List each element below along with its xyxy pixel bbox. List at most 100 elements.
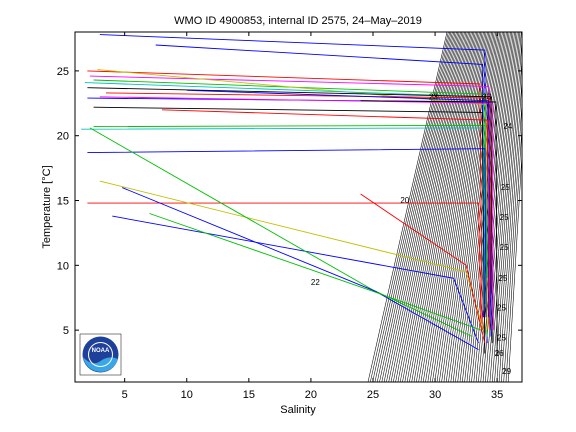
density-contour-line — [367, 32, 448, 382]
density-contour-labels: 20 22 23 23 24 25 25 25 25 25 25 26 29 — [311, 92, 513, 376]
density-contour-line — [452, 32, 498, 382]
density-contour-line — [420, 32, 479, 382]
contour-label: 25 — [500, 213, 509, 222]
x-tick-label: 30 — [429, 389, 441, 401]
density-contour-line — [494, 32, 522, 382]
series-line — [122, 187, 479, 350]
contour-label: 23 — [429, 92, 438, 101]
density-contour-line — [372, 32, 450, 382]
density-contour-line — [482, 32, 515, 382]
density-contour-line — [381, 32, 456, 382]
series-line — [89, 75, 491, 324]
density-contour-line — [443, 32, 492, 382]
x-tick-label: 35 — [491, 389, 503, 401]
series-line — [87, 148, 487, 318]
y-tick-label: 15 — [57, 196, 69, 208]
series-line — [149, 213, 482, 331]
density-contour-line — [485, 32, 517, 382]
density-contour-line — [370, 32, 449, 382]
density-contour-line — [386, 32, 459, 382]
series-line — [87, 70, 483, 331]
series-line — [87, 97, 489, 318]
density-contour-line — [390, 32, 461, 382]
noaa-logo-text: NOAA — [92, 348, 110, 354]
x-tick-label: 10 — [181, 389, 193, 401]
density-contour-line — [425, 32, 482, 382]
plot-frame — [74, 31, 523, 383]
density-contour-line — [508, 149, 522, 382]
density-contour-line — [413, 32, 475, 382]
x-tick-label: 25 — [367, 389, 379, 401]
density-contour-line — [427, 32, 483, 382]
series-line — [360, 193, 486, 344]
y-axis-label: Temperature [°C] — [41, 165, 53, 248]
y-tick-label: 25 — [57, 66, 69, 78]
series-line — [93, 124, 488, 279]
density-contour-line — [393, 32, 463, 382]
density-contour-line — [439, 32, 490, 382]
density-contour-line — [501, 76, 522, 382]
x-tick-label: 20 — [305, 389, 317, 401]
contour-label: 23 — [482, 92, 491, 101]
series-line — [87, 87, 493, 344]
density-contour-line — [498, 55, 522, 382]
series-line — [186, 89, 492, 337]
series-line — [112, 215, 479, 344]
contour-label: 29 — [502, 367, 511, 376]
y-tick-label: 10 — [57, 260, 69, 272]
y-tick-label: 20 — [57, 131, 69, 143]
density-contour-line — [462, 32, 503, 382]
density-contour-line — [418, 32, 477, 382]
density-contour-line — [496, 36, 522, 382]
contour-label: 22 — [311, 278, 320, 287]
density-contour-line — [429, 32, 484, 382]
density-contour-line — [406, 32, 471, 382]
density-contour-line — [395, 32, 464, 382]
density-contour-line — [402, 32, 468, 382]
density-contour-line — [434, 32, 487, 382]
density-contour-line — [397, 32, 465, 382]
y-axis: 5 10 15 20 25 — [57, 66, 522, 337]
x-tick-label: 15 — [243, 389, 255, 401]
density-contour-line — [374, 32, 452, 382]
density-contour-line — [409, 32, 472, 382]
density-contour-line — [376, 32, 453, 382]
x-tick-label: 5 — [122, 389, 128, 401]
noaa-logo: NOAA — [79, 333, 122, 376]
density-contour-line — [404, 32, 469, 382]
density-contour-line — [411, 32, 473, 382]
contour-label: 25 — [497, 304, 506, 313]
density-contour-line — [383, 32, 457, 382]
chart-title: WMO ID 4900853, internal ID 2575, 24–May… — [174, 15, 422, 27]
series-line — [99, 96, 494, 331]
series-line — [87, 202, 482, 324]
contour-label: 25 — [501, 183, 510, 192]
density-contour-line — [416, 32, 476, 382]
x-axis-label: Salinity — [280, 404, 316, 416]
series-line — [105, 92, 492, 292]
y-tick-label: 5 — [63, 325, 69, 337]
series-lines — [81, 34, 498, 357]
density-contour-line — [459, 32, 502, 382]
density-contour-line — [432, 32, 486, 382]
series-line — [93, 106, 486, 354]
contour-label: 25 — [498, 274, 507, 283]
density-contour-line — [448, 32, 495, 382]
x-axis: 5 10 15 20 25 30 35 — [122, 32, 503, 401]
density-contour-line — [505, 123, 522, 382]
density-contour-line — [489, 32, 519, 382]
density-contours — [367, 32, 522, 382]
plot-area: 20 22 23 23 24 25 25 25 25 25 25 26 29 — [81, 32, 522, 382]
series-line — [99, 180, 484, 331]
density-contour-line — [388, 32, 460, 382]
density-contour-line — [379, 32, 455, 382]
density-contour-line — [503, 98, 522, 382]
contour-label: 24 — [503, 122, 512, 131]
series-line — [360, 100, 498, 357]
contour-label: 26 — [495, 349, 504, 358]
contour-label: 20 — [400, 196, 409, 205]
contour-label: 25 — [497, 334, 506, 343]
density-contour-line — [478, 32, 513, 382]
density-contour-line — [480, 32, 514, 382]
